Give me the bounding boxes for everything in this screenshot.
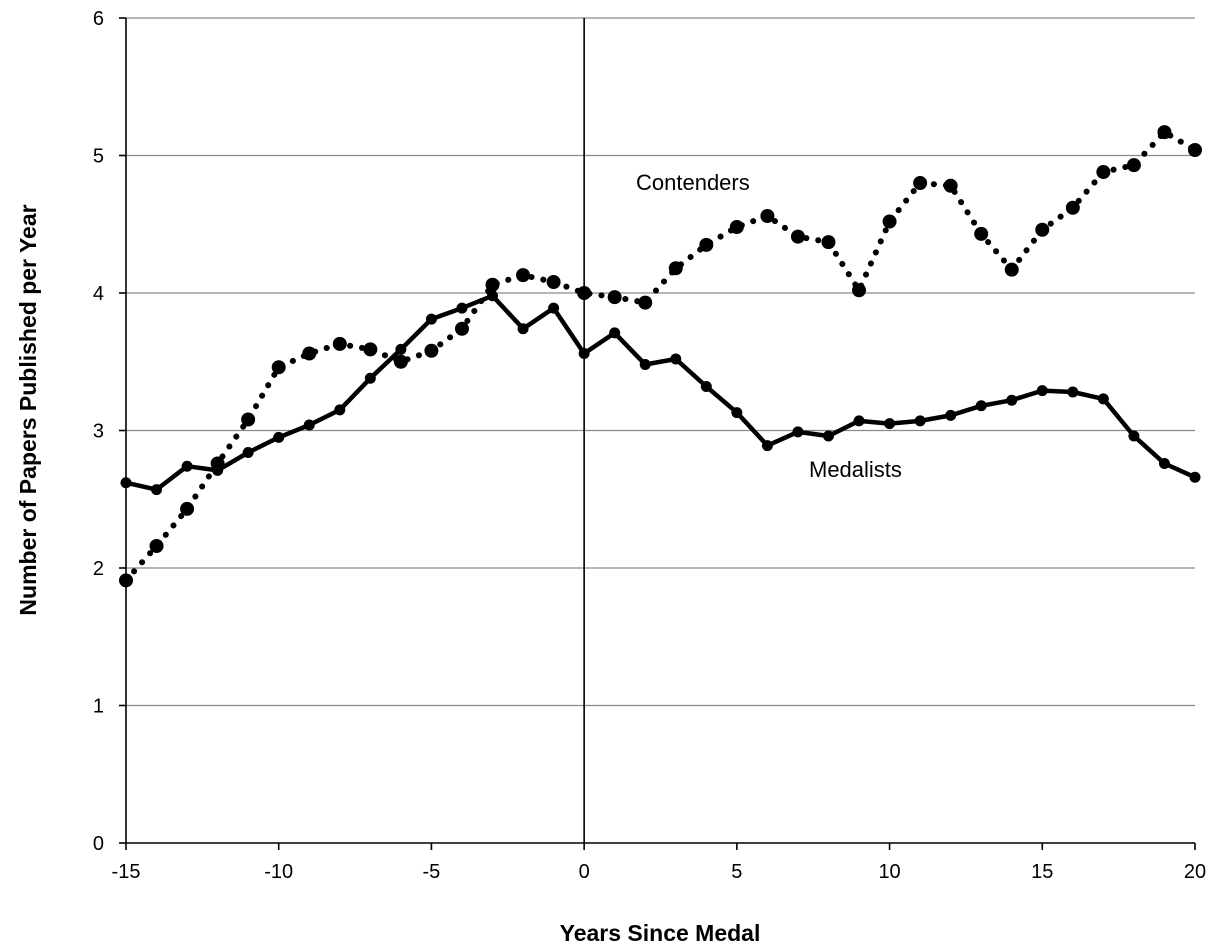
data-point-medalists	[181, 460, 193, 472]
series-medalists	[120, 290, 1201, 496]
data-point-medalists	[609, 327, 621, 339]
y-tick-label: 1	[93, 696, 104, 718]
data-point-medalists	[1036, 385, 1048, 397]
data-point-medalists	[456, 302, 468, 314]
medalists-annotation: Medalists	[809, 457, 902, 482]
data-point-medalists	[303, 419, 315, 431]
data-point-medalists	[853, 415, 865, 427]
tick-labels: 0 1 2 3 4 5 6 -15 -10 -5 0 5 10 15 20	[93, 8, 1206, 883]
data-point-contenders	[760, 209, 775, 223]
y-tick-label: 0	[93, 833, 104, 855]
data-point-medalists	[975, 400, 987, 412]
data-point-medalists	[273, 431, 285, 443]
y-tick-label: 4	[93, 283, 104, 305]
data-point-medalists	[731, 407, 743, 419]
data-point-contenders	[790, 229, 805, 244]
data-point-contenders	[180, 501, 195, 516]
x-tick-label: 20	[1184, 861, 1206, 883]
y-tick-label: 2	[93, 558, 104, 580]
axes	[119, 17, 1196, 850]
y-axis-title: Number of Papers Published per Year	[15, 204, 41, 615]
data-point-medalists	[242, 447, 254, 458]
data-point-medalists	[884, 418, 896, 430]
data-point-contenders	[882, 214, 897, 229]
data-point-contenders	[577, 286, 592, 300]
data-point-medalists	[364, 372, 376, 384]
series-group	[119, 125, 1202, 588]
data-point-medalists	[1067, 386, 1079, 398]
data-point-medalists	[578, 348, 590, 359]
data-point-medalists	[120, 477, 132, 489]
data-point-contenders	[668, 261, 683, 276]
series-line-contenders	[123, 129, 1198, 584]
x-tick-label: -15	[112, 861, 141, 883]
data-point-contenders	[1188, 143, 1202, 157]
y-tick-label: 5	[93, 146, 104, 168]
x-axis-title: Years Since Medal	[560, 920, 761, 946]
data-point-contenders	[210, 456, 225, 471]
data-point-contenders	[729, 220, 744, 234]
data-point-medalists	[1006, 394, 1018, 406]
x-tick-label: 5	[731, 861, 742, 883]
x-tick-label: -10	[264, 861, 293, 883]
data-point-medalists	[1097, 393, 1109, 405]
x-tick-label: 0	[579, 861, 590, 883]
data-point-contenders	[1126, 158, 1141, 173]
data-point-medalists	[425, 313, 437, 325]
data-point-medalists	[761, 440, 773, 452]
data-point-contenders	[974, 226, 989, 241]
data-point-contenders	[607, 290, 622, 305]
data-point-medalists	[517, 323, 529, 335]
data-point-contenders	[149, 539, 164, 553]
data-point-medalists	[670, 353, 682, 365]
data-point-contenders	[546, 275, 561, 289]
data-point-contenders	[1157, 125, 1172, 140]
gridlines	[126, 17, 1195, 707]
data-point-medalists	[822, 430, 834, 442]
data-point-contenders	[241, 412, 256, 427]
data-point-contenders	[821, 235, 836, 250]
data-point-contenders	[332, 336, 347, 351]
data-point-contenders	[485, 277, 500, 292]
series-contenders	[119, 125, 1202, 588]
data-point-contenders	[516, 268, 531, 283]
data-point-contenders	[363, 342, 378, 357]
data-point-medalists	[1158, 458, 1170, 469]
x-tick-label: 15	[1031, 861, 1053, 883]
data-point-medalists	[548, 302, 560, 314]
data-point-contenders	[119, 573, 133, 588]
data-point-medalists	[151, 484, 163, 496]
data-point-contenders	[1065, 200, 1080, 215]
data-point-medalists	[700, 381, 712, 392]
data-point-contenders	[424, 343, 439, 358]
data-point-contenders	[454, 321, 469, 336]
data-point-contenders	[852, 283, 867, 298]
data-point-contenders	[271, 360, 286, 375]
data-point-contenders	[943, 178, 958, 193]
data-point-medalists	[395, 343, 407, 355]
data-point-contenders	[1096, 165, 1111, 179]
data-point-medalists	[914, 415, 926, 427]
y-tick-label: 3	[93, 421, 104, 443]
data-point-contenders	[1004, 262, 1019, 277]
data-point-medalists	[945, 409, 957, 421]
data-point-contenders	[302, 346, 317, 361]
data-point-medalists	[334, 404, 346, 416]
data-point-contenders	[699, 237, 714, 252]
x-tick-label: 10	[878, 861, 900, 883]
data-point-medalists	[1128, 430, 1140, 442]
contenders-annotation: Contenders	[636, 170, 750, 195]
x-tick-label: -5	[423, 861, 441, 883]
data-point-contenders	[393, 354, 408, 369]
data-point-contenders	[1035, 222, 1050, 237]
y-tick-label: 6	[93, 8, 104, 30]
data-point-contenders	[638, 295, 653, 310]
series-line-medalists	[123, 293, 1198, 492]
data-point-medalists	[792, 426, 804, 438]
data-point-contenders	[913, 176, 928, 190]
data-point-medalists	[639, 359, 651, 370]
data-point-medalists	[1189, 471, 1201, 483]
